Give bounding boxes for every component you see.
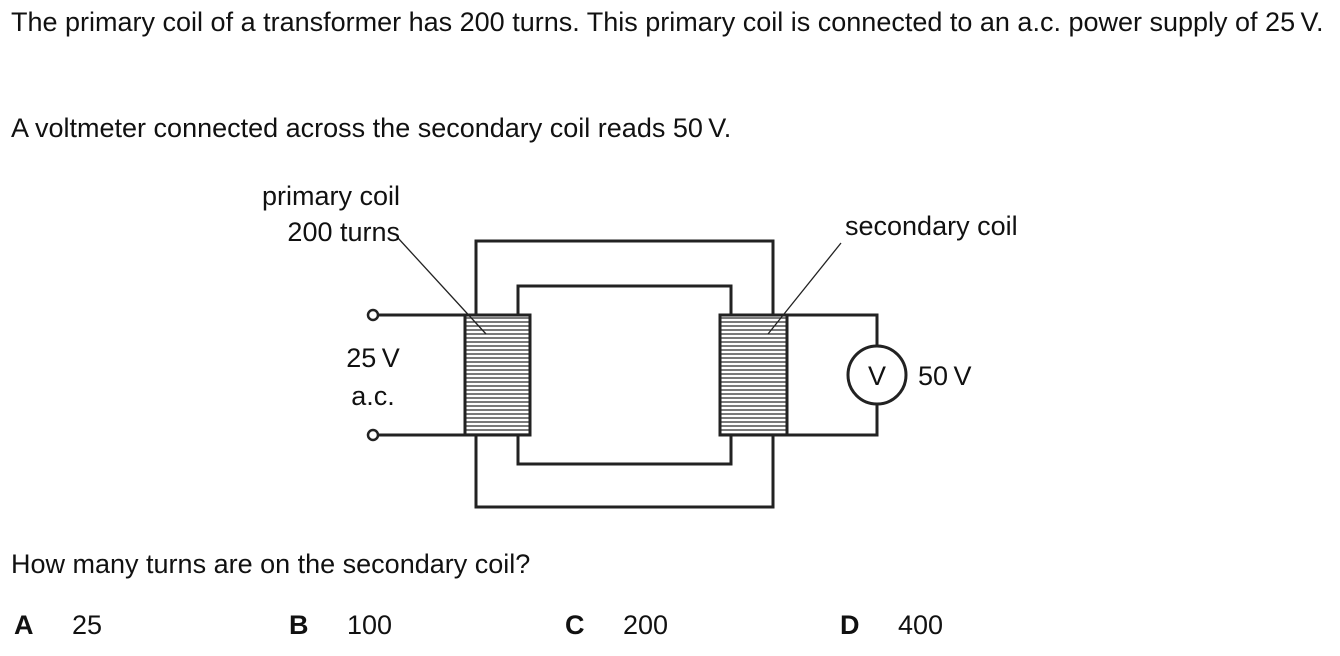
supply-terminal-bottom xyxy=(366,428,380,442)
question-intro: The primary coil of a transformer has 20… xyxy=(11,7,1324,37)
primary-coil xyxy=(463,313,532,437)
option-letter: B xyxy=(289,610,309,640)
primary-label-leader xyxy=(397,237,487,335)
primary-turns-label: 200 turns xyxy=(287,217,400,247)
option-d[interactable]: D 400 xyxy=(840,610,943,641)
option-c[interactable]: C 200 xyxy=(565,610,668,641)
option-value: 400 xyxy=(898,610,944,640)
option-a[interactable]: A 25 xyxy=(14,610,102,641)
secondary-label-leader xyxy=(767,242,842,335)
voltmeter-reading-statement: A voltmeter connected across the seconda… xyxy=(11,113,732,143)
secondary-coil xyxy=(718,313,789,437)
answer-options: A 25 B 100 C 200 D 400 xyxy=(0,610,1340,650)
voltmeter-symbol: V xyxy=(868,361,886,391)
option-letter: D xyxy=(840,610,860,640)
question-prompt: How many turns are on the secondary coil… xyxy=(11,549,531,579)
primary-supply-wires xyxy=(378,313,466,437)
option-value: 200 xyxy=(623,610,669,640)
option-value: 25 xyxy=(72,610,103,640)
option-letter: C xyxy=(565,610,585,640)
meter-reading-label: 50 V xyxy=(918,361,971,391)
option-letter: A xyxy=(14,610,34,640)
option-value: 100 xyxy=(347,610,393,640)
secondary-circuit-wire xyxy=(787,313,879,437)
primary-coil-label: primary coil xyxy=(262,181,400,211)
supply-type-label: a.c. xyxy=(351,381,395,411)
voltmeter-icon xyxy=(846,344,908,406)
supply-terminal-top xyxy=(366,308,380,322)
supply-voltage-label: 25 V xyxy=(346,343,399,373)
secondary-coil-label: secondary coil xyxy=(845,211,1018,241)
option-b[interactable]: B 100 xyxy=(289,610,392,641)
